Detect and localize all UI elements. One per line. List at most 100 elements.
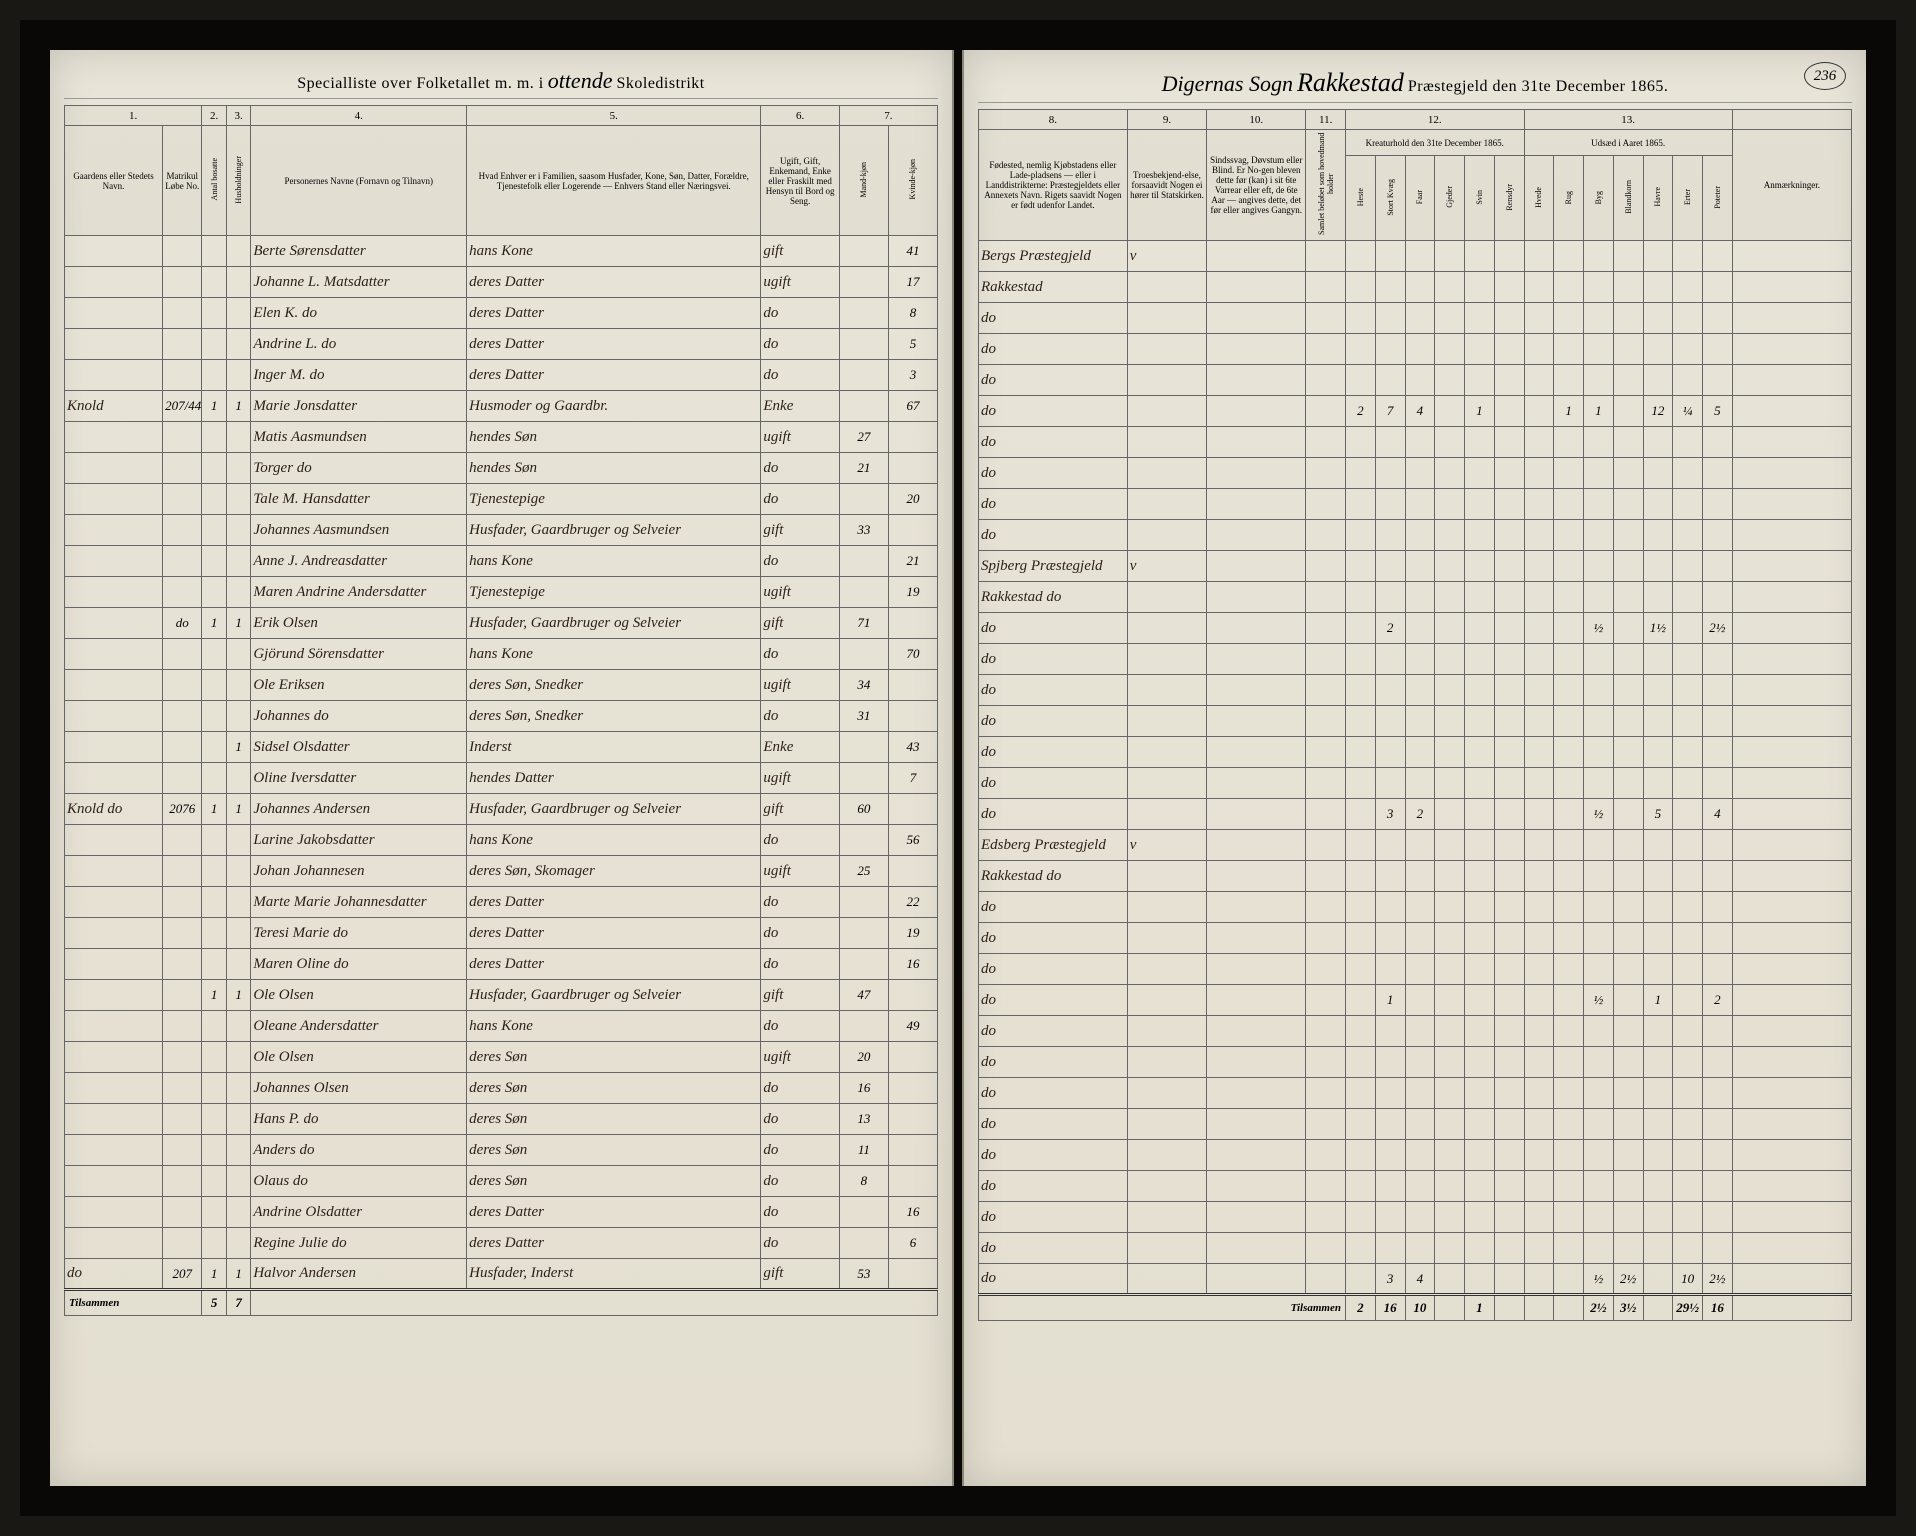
- col-matno: Matrikul Løbe No.: [163, 126, 202, 236]
- table-row: Gjörund Sörensdatterhans Konedo70: [65, 639, 938, 670]
- cell-c11: [1306, 613, 1346, 644]
- cell-seed: [1703, 861, 1733, 892]
- cell-age-k: [888, 1042, 937, 1073]
- table-row: do: [979, 1047, 1852, 1078]
- cell-livestock: [1494, 985, 1524, 1016]
- cell-livestock: [1346, 1171, 1376, 1202]
- cell-livestock: [1494, 1109, 1524, 1140]
- table-row: Johannes AasmundsenHusfader, Gaardbruger…: [65, 515, 938, 546]
- cell-seed: [1643, 1171, 1673, 1202]
- cell-relation: Inderst: [467, 732, 761, 763]
- col-svin: Svin: [1465, 156, 1495, 241]
- cell-livestock: [1405, 272, 1435, 303]
- cell-livestock: [1405, 675, 1435, 706]
- table-row: do: [979, 923, 1852, 954]
- cell-faith: [1127, 1171, 1206, 1202]
- cell-livestock: [1346, 1202, 1376, 1233]
- cell-seed: [1613, 892, 1643, 923]
- cell-seed: [1584, 861, 1614, 892]
- cell-status: do: [761, 329, 839, 360]
- cell-seed: 10: [1673, 1264, 1703, 1295]
- cell-livestock: [1435, 923, 1465, 954]
- cell-age-k: 20: [888, 484, 937, 515]
- cell-birthplace: do: [979, 675, 1128, 706]
- cell-seed: [1613, 1202, 1643, 1233]
- cell-seed: [1584, 272, 1614, 303]
- cell-remarks: [1732, 1264, 1851, 1295]
- cell-livestock: [1435, 644, 1465, 675]
- cell-remarks: [1732, 768, 1851, 799]
- cell-hush: [226, 918, 251, 949]
- cell-name: Olaus do: [251, 1166, 467, 1197]
- col-status: Ugift, Gift, Enkemand, Enke eller Fraski…: [761, 126, 839, 236]
- cell-seed: [1584, 241, 1614, 272]
- cell-relation: deres Datter: [467, 298, 761, 329]
- table-row: do: [979, 1233, 1852, 1264]
- cell-seed: [1524, 1078, 1554, 1109]
- cell-c11: [1306, 830, 1346, 861]
- cell-name: Oleane Andersdatter: [251, 1011, 467, 1042]
- cell-name: Gjörund Sörensdatter: [251, 639, 467, 670]
- cell-farm: [65, 236, 163, 267]
- cell-seed: [1613, 923, 1643, 954]
- cell-seed: [1524, 365, 1554, 396]
- cell-seed: [1643, 892, 1673, 923]
- cell-seed: [1584, 458, 1614, 489]
- cell-age-m: 33: [839, 515, 888, 546]
- cell-hush: [226, 1073, 251, 1104]
- cell-hush: 1: [226, 391, 251, 422]
- cell-seed: [1554, 768, 1584, 799]
- cell-seed: [1524, 923, 1554, 954]
- cell-seed: [1673, 551, 1703, 582]
- cell-faith: [1127, 613, 1206, 644]
- cell-seed: [1703, 892, 1733, 923]
- cell-livestock: [1465, 923, 1495, 954]
- cell-seed: [1703, 1202, 1733, 1233]
- cell-livestock: [1435, 830, 1465, 861]
- cell-seed: [1613, 613, 1643, 644]
- cell-seed: [1524, 737, 1554, 768]
- cell-bosatte: [202, 732, 227, 763]
- table-row: Andrine Olsdatterderes Datterdo16: [65, 1197, 938, 1228]
- cell-farm: [65, 639, 163, 670]
- cell-seed: [1673, 1078, 1703, 1109]
- cell-birthplace: do: [979, 1171, 1128, 1202]
- cell-seed: [1554, 830, 1584, 861]
- cell-seed: [1584, 737, 1614, 768]
- cell-livestock: [1346, 706, 1376, 737]
- cell-bosatte: 1: [202, 391, 227, 422]
- cell-livestock: [1465, 1202, 1495, 1233]
- cell-faith: [1127, 799, 1206, 830]
- cell-livestock: [1375, 644, 1405, 675]
- cell-remarks: [1732, 458, 1851, 489]
- cell-livestock: 2: [1375, 613, 1405, 644]
- cell-c11: [1306, 272, 1346, 303]
- cell-seed: [1673, 1233, 1703, 1264]
- totals-h: 7: [226, 1290, 251, 1316]
- cell-faith: [1127, 365, 1206, 396]
- cell-seed: [1643, 1078, 1673, 1109]
- cell-seed: [1554, 241, 1584, 272]
- cell-hush: [226, 670, 251, 701]
- cell-livestock: [1375, 1140, 1405, 1171]
- cell-seed: [1524, 520, 1554, 551]
- cell-livestock: [1465, 1078, 1495, 1109]
- cell-seed: [1554, 551, 1584, 582]
- cell-bosatte: 1: [202, 980, 227, 1011]
- cell-status: gift: [761, 794, 839, 825]
- colnum-8: 8.: [979, 110, 1128, 130]
- table-row: do27411112¼5: [979, 396, 1852, 427]
- header-district: ottende: [548, 68, 613, 93]
- cell-seed: [1524, 334, 1554, 365]
- cell-matno: [163, 949, 202, 980]
- cell-seed: [1613, 706, 1643, 737]
- cell-livestock: [1405, 582, 1435, 613]
- header-date: Præstegjeld den 31te December 1865.: [1408, 78, 1669, 95]
- cell-seed: [1703, 272, 1733, 303]
- cell-livestock: [1346, 582, 1376, 613]
- cell-status: do: [761, 360, 839, 391]
- cell-disability: [1207, 861, 1306, 892]
- cell-livestock: [1494, 1016, 1524, 1047]
- cell-seed: 2½: [1703, 613, 1733, 644]
- cell-livestock: [1405, 985, 1435, 1016]
